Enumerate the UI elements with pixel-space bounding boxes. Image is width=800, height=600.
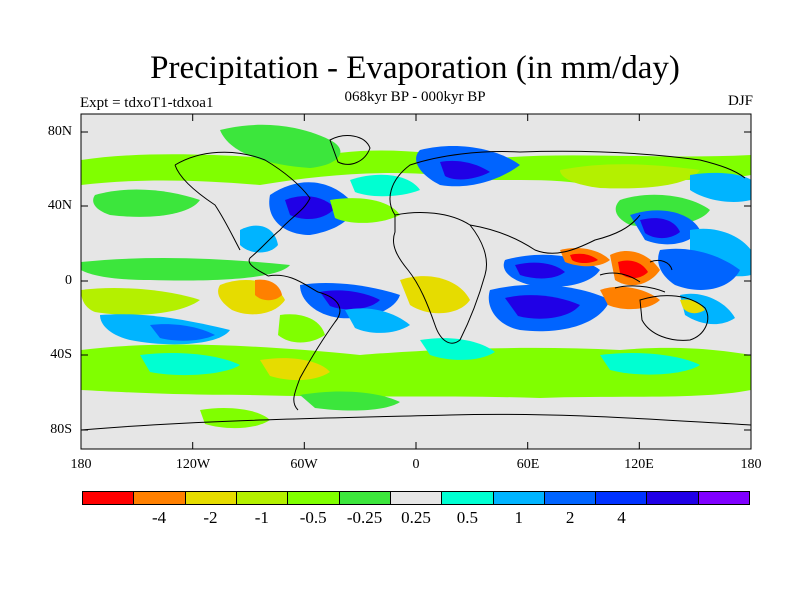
field-region <box>81 258 290 281</box>
field-region <box>515 262 565 279</box>
colorbar-label: -4 <box>151 508 167 527</box>
field-region <box>680 299 705 314</box>
field-region <box>350 174 420 197</box>
field-region <box>255 279 282 301</box>
colorbar-label: -2 <box>203 508 218 527</box>
lon-label-180w: 180 <box>70 457 92 472</box>
colorbar-label: -0.5 <box>299 508 327 527</box>
coastline-indonesia <box>599 259 673 293</box>
map-title: Precipitation - Evaporation (in mm/day) <box>150 50 680 86</box>
colorbar-swatch <box>390 492 443 504</box>
colorbar-swatch <box>185 492 237 504</box>
field-region <box>690 172 751 202</box>
field-region <box>278 314 325 343</box>
lon-label-120e: 120E <box>624 457 654 472</box>
colorbar-swatch <box>544 492 597 504</box>
colorbar-swatch <box>493 492 545 504</box>
colorbar <box>82 491 750 505</box>
lat-label-40n: 40N <box>47 198 72 213</box>
field-region <box>505 295 580 319</box>
colorbar-label: -1 <box>254 508 269 527</box>
field-region <box>420 338 495 360</box>
coastline-australia <box>639 295 709 341</box>
colorbar-label: 1 <box>514 508 524 527</box>
coastlines <box>81 135 751 431</box>
field-region <box>81 288 200 315</box>
colorbar-label: -0.25 <box>346 508 383 527</box>
colorbar-swatch <box>288 492 340 504</box>
colorbar-label: 2 <box>565 508 575 527</box>
lat-label-0: 0 <box>65 273 72 288</box>
colorbar-swatch <box>134 492 186 504</box>
coastline-eurasia <box>389 150 746 254</box>
field-region <box>81 344 751 398</box>
lat-ticks <box>81 131 751 431</box>
lat-label-80n: 80N <box>47 124 72 139</box>
coastline-south-america <box>267 274 341 411</box>
colorbar-swatch <box>236 492 289 504</box>
map-subtitle: 068kyr BP - 000kyr BP <box>344 89 486 105</box>
field-region <box>93 189 200 217</box>
field-region <box>600 286 660 310</box>
colorbar-label: 4 <box>617 508 626 527</box>
colorbar-swatch <box>596 492 648 504</box>
field-region <box>300 391 400 411</box>
field-region <box>150 324 215 341</box>
field-region <box>330 198 400 223</box>
colorbar-label: 0.5 <box>456 508 478 527</box>
experiment-label: Expt = tdxoT1-tdxoa1 <box>80 95 214 111</box>
field-region <box>570 253 598 263</box>
lon-label-0: 0 <box>412 457 420 472</box>
field-region <box>600 353 700 375</box>
colorbar-swatch <box>83 492 135 504</box>
field-region <box>658 248 740 290</box>
coastline-africa <box>393 211 487 344</box>
field-region <box>200 408 270 429</box>
coastline-antarctica <box>81 413 751 431</box>
coastline-greenland <box>329 135 371 165</box>
field-region <box>260 358 330 381</box>
field-region <box>140 353 240 376</box>
lon-ticks <box>80 114 752 449</box>
lat-label-80s: 80S <box>50 422 72 437</box>
field-region <box>220 124 341 168</box>
field-region <box>345 308 410 333</box>
field-region <box>640 218 680 239</box>
field-region <box>240 225 278 253</box>
field-region <box>440 160 490 180</box>
colorbar-swatch <box>698 492 750 504</box>
lon-label-120w: 120W <box>175 457 211 472</box>
colorbar-swatch <box>442 492 494 504</box>
lon-label-180e: 180 <box>740 457 762 472</box>
lon-label-60e: 60E <box>516 457 540 472</box>
field-region <box>560 164 700 189</box>
lon-label-60w: 60W <box>290 457 318 472</box>
field-region <box>618 260 648 279</box>
coastline-north-america <box>174 151 311 277</box>
lat-label-40s: 40S <box>50 347 72 362</box>
colorbar-swatch <box>647 492 699 504</box>
field-region <box>320 290 380 310</box>
colorbar-label: 0.25 <box>401 508 431 527</box>
colorbar-swatch <box>339 492 391 504</box>
season-label: DJF <box>727 93 753 109</box>
